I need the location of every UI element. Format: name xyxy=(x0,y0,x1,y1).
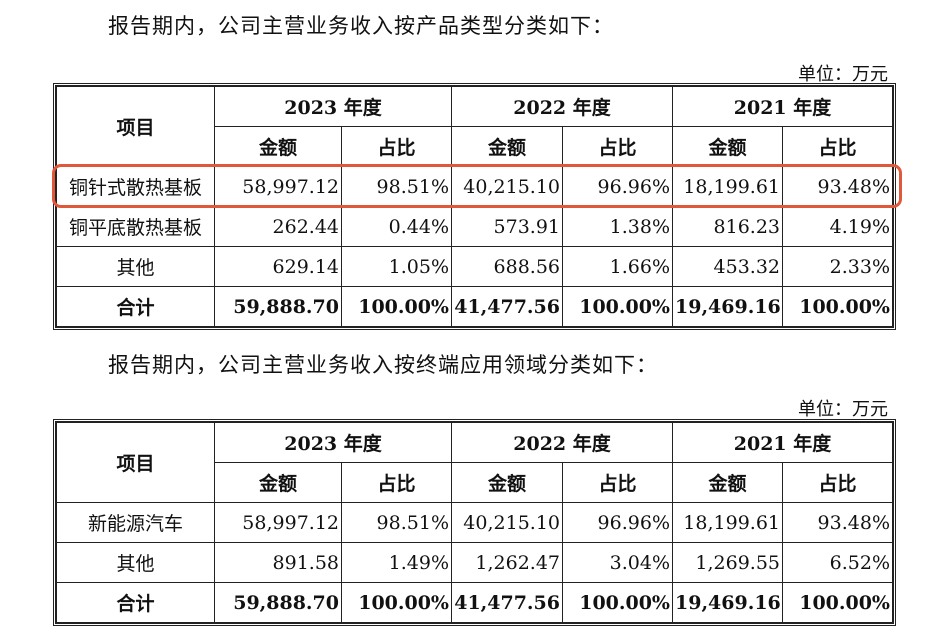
header-item: 项目 xyxy=(56,86,215,167)
row-label: 新能源汽车 xyxy=(56,502,215,543)
header-amount: 金额 xyxy=(672,126,783,167)
ratio-cell: 100.00% xyxy=(341,582,452,623)
amount-cell: 18,199.61 xyxy=(672,166,783,207)
amount-cell: 18,199.61 xyxy=(672,502,783,543)
header-amount: 金额 xyxy=(451,126,563,167)
revenue-by-product-table: 项目 2023 年度 2022 年度 2021 年度 金额 占比 金额 占比 金… xyxy=(53,83,896,330)
ratio-cell: 100.00% xyxy=(341,286,452,327)
ratio-cell: 1.49% xyxy=(341,542,452,583)
row-label: 合计 xyxy=(56,286,215,327)
row-label: 其他 xyxy=(56,542,215,583)
header-year-2021: 2021 年度 xyxy=(672,86,893,127)
table-row: 新能源汽车 58,997.12 98.51% 40,215.10 96.96% 18,19… xyxy=(56,502,893,543)
row-label: 铜针式散热基板 xyxy=(56,166,215,207)
ratio-cell: 1.05% xyxy=(341,246,452,287)
row-label: 合计 xyxy=(56,582,215,623)
header-ratio: 占比 xyxy=(782,462,893,503)
table-subheader-row: 金额 占比 金额 占比 金额 占比 xyxy=(57,462,893,503)
table2-body: 新能源汽车 58,997.12 98.51% 40,215.10 96.96% 18,19… xyxy=(56,502,893,623)
intro-paragraph-product: 报告期内，公司主营业务收入按产品类型分类如下： xyxy=(108,14,614,38)
amount-cell: 891.58 xyxy=(214,542,342,583)
amount-cell: 41,477.56 xyxy=(451,582,563,623)
amount-cell: 59,888.70 xyxy=(214,582,342,623)
amount-cell: 1,269.55 xyxy=(672,542,783,583)
ratio-cell: 93.48% xyxy=(782,166,893,207)
table-subheader-row: 金额 占比 金额 占比 金额 占比 xyxy=(57,126,893,167)
table-header-row: 项目 2023 年度 2022 年度 2021 年度 xyxy=(56,422,893,503)
ratio-cell: 100.00% xyxy=(562,582,673,623)
amount-cell: 688.56 xyxy=(451,246,563,287)
row-label: 其他 xyxy=(56,246,215,287)
ratio-cell: 6.52% xyxy=(782,542,893,583)
amount-cell: 573.91 xyxy=(451,206,563,247)
header-amount: 金额 xyxy=(214,462,342,503)
amount-cell: 58,997.12 xyxy=(214,502,342,543)
ratio-cell: 98.51% xyxy=(341,502,452,543)
row-label: 铜平底散热基板 xyxy=(56,206,215,247)
table-row: 其他 629.14 1.05% 688.56 1.66% 453.32 2.33% xyxy=(56,246,893,287)
header-ratio: 占比 xyxy=(341,126,452,167)
header-year-2022: 2022 年度 xyxy=(451,422,673,463)
ratio-cell: 100.00% xyxy=(562,286,673,327)
header-item: 项目 xyxy=(56,422,215,503)
table-row: 铜针式散热基板 58,997.12 98.51% 40,215.10 96.96% 18,… xyxy=(56,166,893,207)
ratio-cell: 100.00% xyxy=(782,582,893,623)
ratio-cell: 4.19% xyxy=(782,206,893,247)
table-row: 铜平底散热基板 262.44 0.44% 573.91 1.38% 816.23 4.19% xyxy=(56,206,893,247)
ratio-cell: 93.48% xyxy=(782,502,893,543)
revenue-by-application-table: 项目 2023 年度 2022 年度 2021 年度 金额 占比 金额 占比 金… xyxy=(53,419,896,626)
amount-cell: 262.44 xyxy=(214,206,342,247)
table1-body: 铜针式散热基板 58,997.12 98.51% 40,215.10 96.96% 18,… xyxy=(56,166,893,327)
amount-cell: 59,888.70 xyxy=(214,286,342,327)
table-header-row: 项目 2023 年度 2022 年度 2021 年度 xyxy=(56,86,893,167)
table-row: 合计 59,888.70 100.00% 41,477.56 100.00% 19,469… xyxy=(56,286,893,327)
amount-cell: 19,469.16 xyxy=(672,286,783,327)
ratio-cell: 1.38% xyxy=(562,206,673,247)
amount-cell: 40,215.10 xyxy=(451,502,563,543)
amount-cell: 1,262.47 xyxy=(451,542,563,583)
unit-label-1: 单位：万元 xyxy=(798,64,888,85)
amount-cell: 816.23 xyxy=(672,206,783,247)
ratio-cell: 1.66% xyxy=(562,246,673,287)
header-ratio: 占比 xyxy=(562,462,673,503)
amount-cell: 40,215.10 xyxy=(451,166,563,207)
amount-cell: 19,469.16 xyxy=(672,582,783,623)
amount-cell: 41,477.56 xyxy=(451,286,563,327)
amount-cell: 453.32 xyxy=(672,246,783,287)
header-ratio: 占比 xyxy=(562,126,673,167)
table-row: 其他 891.58 1.49% 1,262.47 3.04% 1,269.55 6.52% xyxy=(56,542,893,583)
ratio-cell: 96.96% xyxy=(562,502,673,543)
header-amount: 金额 xyxy=(451,462,563,503)
table-row: 合计 59,888.70 100.00% 41,477.56 100.00% 19,469… xyxy=(56,582,893,623)
header-year-2023: 2023 年度 xyxy=(214,86,452,127)
amount-cell: 58,997.12 xyxy=(214,166,342,207)
header-year-2022: 2022 年度 xyxy=(451,86,673,127)
ratio-cell: 2.33% xyxy=(782,246,893,287)
header-ratio: 占比 xyxy=(782,126,893,167)
amount-cell: 629.14 xyxy=(214,246,342,287)
ratio-cell: 98.51% xyxy=(341,166,452,207)
intro-paragraph-application: 报告期内，公司主营业务收入按终端应用领域分类如下： xyxy=(108,353,658,377)
ratio-cell: 100.00% xyxy=(782,286,893,327)
header-year-2023: 2023 年度 xyxy=(214,422,452,463)
ratio-cell: 3.04% xyxy=(562,542,673,583)
header-amount: 金额 xyxy=(672,462,783,503)
header-amount: 金额 xyxy=(214,126,342,167)
header-year-2021: 2021 年度 xyxy=(672,422,893,463)
ratio-cell: 0.44% xyxy=(341,206,452,247)
ratio-cell: 96.96% xyxy=(562,166,673,207)
header-ratio: 占比 xyxy=(341,462,452,503)
unit-label-2: 单位：万元 xyxy=(798,399,888,420)
